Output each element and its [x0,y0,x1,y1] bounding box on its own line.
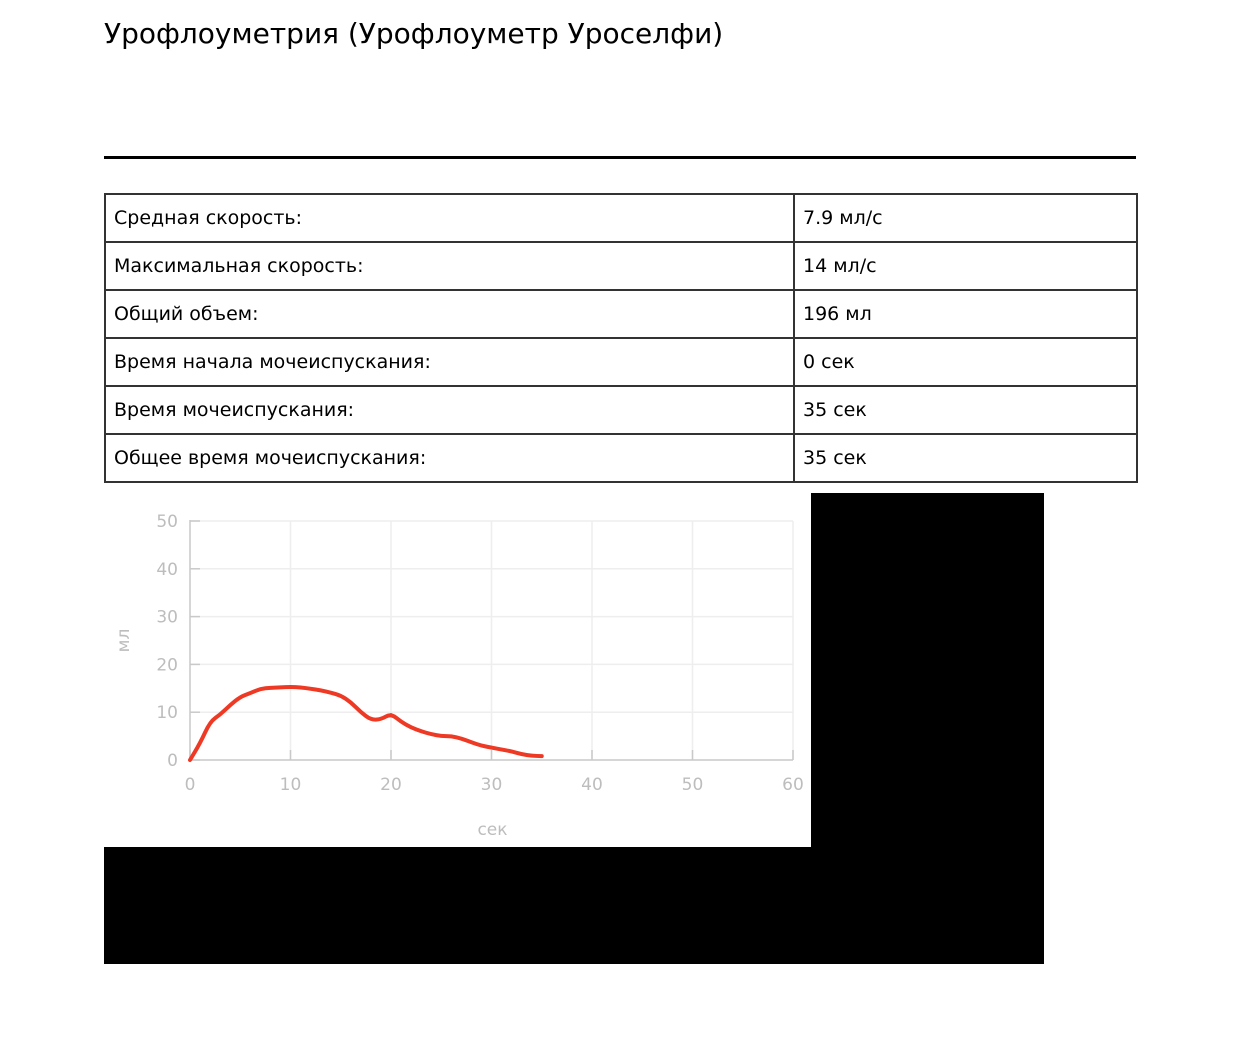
table-row: Общее время мочеиспускания: 35 сек [104,433,1138,483]
y-tick-label: 0 [167,751,178,771]
flow-rate-point [500,748,503,751]
flow-rate-point [239,696,242,698]
flow-rate-point [460,737,463,740]
stat-label-total-void-time: Общее время мочеиспускания: [104,433,795,483]
document-title: Урофлоуметрия (Урофлоуметр Уроселфи) [104,17,724,50]
flow-rate-point [510,750,513,753]
stat-value-void-time: 35 сек [793,385,1138,435]
flow-rate-point [420,730,422,733]
flow-rate-point [480,744,483,747]
flow-rate-point [430,733,433,735]
redaction-block-right [811,493,1044,847]
flow-rate-point [380,718,382,721]
stat-label-void-time: Время мочеиспускания: [104,385,795,435]
x-tick-label: 60 [782,775,804,795]
redaction-block-bottom [104,847,1044,964]
y-tick-label: 30 [156,608,178,628]
flow-rate-point [299,686,302,689]
uroflow-chart: 0 10 20 30 40 50 0 10 20 30 40 50 60 сек мл [104,493,811,847]
flow-rate-point [189,759,191,761]
flow-rate-point [520,753,523,756]
y-axis-label: мл [114,629,134,653]
flow-rate-point [370,719,372,721]
y-tick-label: 40 [156,560,178,580]
stat-label-avg-rate: Средная скорость: [104,193,795,243]
table-row: Максимальная скорость: 14 мл/с [104,241,1138,291]
uroflow-chart-svg: 0 10 20 30 40 50 0 10 20 30 40 50 60 сек мл [114,512,804,840]
flow-rate-point [329,691,332,694]
stat-value-max-rate: 14 мл/с [793,241,1138,291]
flow-rate-point [279,686,282,689]
flow-rate-point [309,687,312,690]
flow-rate-point [339,694,342,697]
flow-rate-point [249,692,252,694]
x-tick-label: 40 [581,775,603,795]
flow-rate-point [390,712,392,715]
flow-rate-point [209,720,211,723]
flow-rate-point [289,686,292,688]
flow-rate-point [400,720,402,723]
flow-rate-point [199,742,201,745]
flow-rate-point [360,711,362,713]
stat-value-start-time: 0 сек [793,337,1138,387]
flow-rate-point [350,701,352,703]
y-tick-label: 20 [156,655,178,675]
stat-value-total-void-time: 35 сек [793,433,1138,483]
flow-rate-point [219,713,221,716]
flow-rate-point [470,741,473,744]
table-row: Средная скорость: 7.9 мл/с [104,193,1138,243]
table-row: Общий объем: 196 мл [104,289,1138,339]
stat-value-total-volume: 196 мл [793,289,1138,339]
flow-rate-point [229,704,231,706]
x-tick-label: 30 [481,775,503,795]
flow-rate-line [188,684,544,762]
y-tick-label: 10 [156,703,178,723]
y-tick-label: 50 [156,512,178,532]
flow-rate-point [450,735,453,737]
flow-rate-point [490,746,493,749]
table-row: Время начала мочеиспускания: 0 сек [104,337,1138,387]
flow-rate-point [269,687,272,689]
x-tick-label: 50 [682,775,704,795]
flow-rate-point [440,735,443,737]
stat-label-start-time: Время начала мочеиспускания: [104,337,795,387]
stat-value-avg-rate: 7.9 мл/с [793,193,1138,243]
x-axis-label: сек [477,820,507,840]
x-tick-label: 20 [380,775,402,795]
flow-rate-point [319,689,322,692]
flow-rate-point [259,687,262,690]
x-tick-label: 10 [280,775,302,795]
x-tick-label: 0 [185,775,196,795]
flow-rate-point [530,754,533,757]
urodynamics-stats-table: Средная скорость: 7.9 мл/с Максимальная … [104,193,1138,483]
table-row: Время мочеиспускания: 35 сек [104,385,1138,435]
flow-rate-point [410,726,412,729]
stat-label-max-rate: Максимальная скорость: [104,241,795,291]
flow-rate-point [540,755,543,757]
title-underline [104,156,1136,159]
stat-label-total-volume: Общий объем: [104,289,795,339]
